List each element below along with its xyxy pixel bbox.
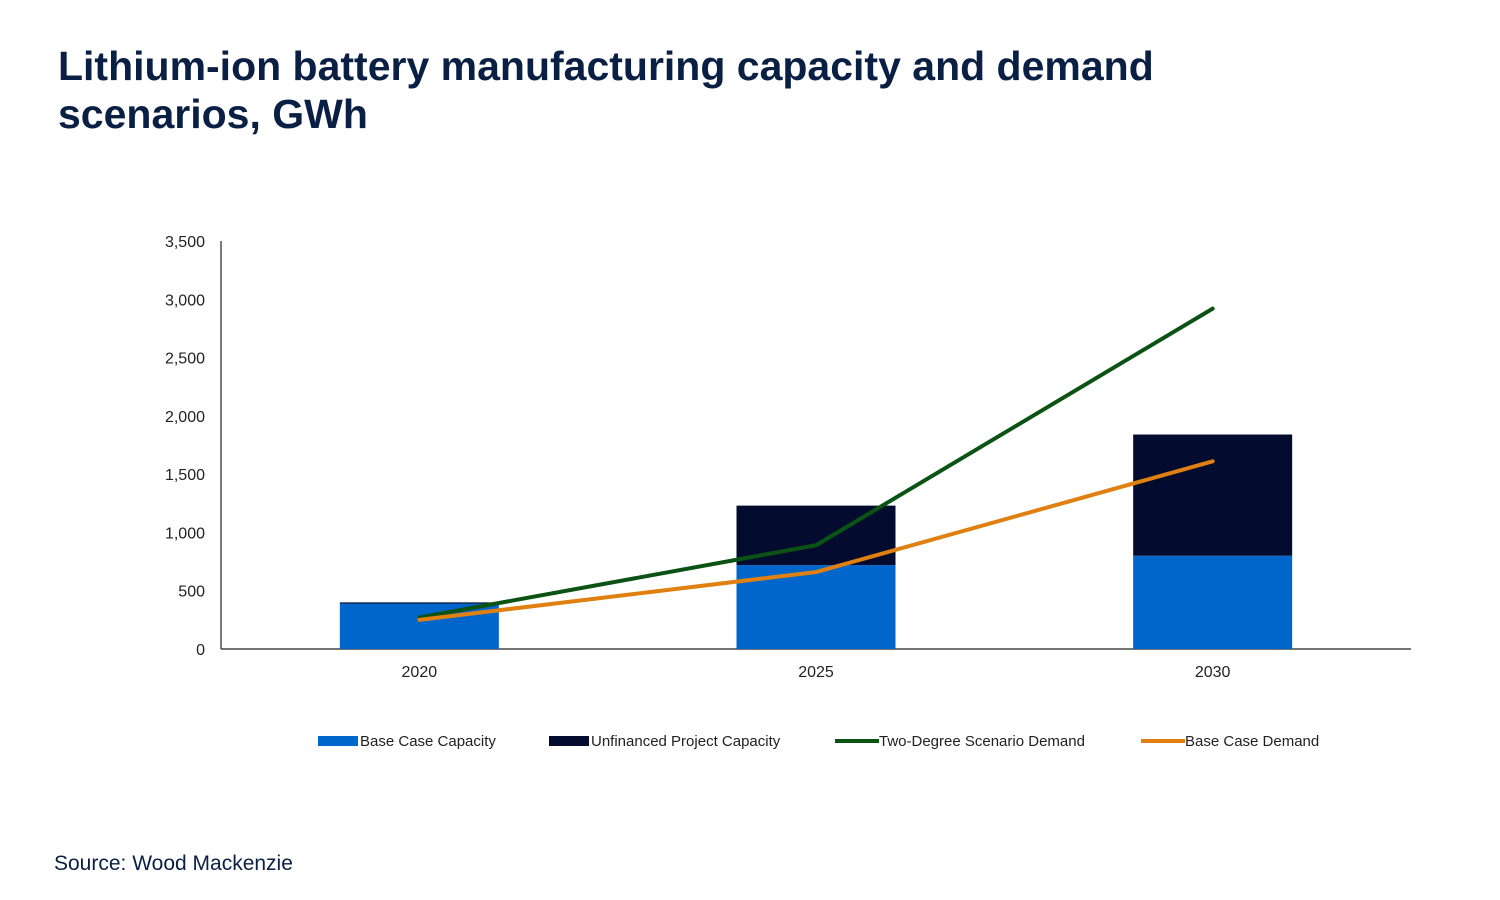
- legend-swatch-two-degree-scenario-demand: [835, 739, 879, 743]
- legend-swatch-base-case-demand: [1141, 739, 1185, 743]
- y-tick-label: 0: [196, 642, 205, 659]
- legend-item-two-degree-scenario-demand: Two-Degree Scenario Demand: [835, 728, 1085, 754]
- y-tick-label: 500: [178, 584, 205, 601]
- legend-label-unfinanced-project-capacity: Unfinanced Project Capacity: [591, 732, 781, 750]
- legend-item-base-case-demand: Base Case Demand: [1141, 728, 1319, 754]
- x-tick-label: 2020: [402, 664, 438, 681]
- x-tick-label: 2025: [798, 664, 834, 681]
- legend-label-base-case-demand: Base Case Demand: [1185, 732, 1320, 750]
- line-two-degree-scenario-demand: [417, 306, 1215, 620]
- y-tick-label: 2,000: [165, 409, 205, 426]
- bar-base-case-capacity: [1133, 555, 1293, 649]
- line-base-case-demand: [417, 459, 1215, 622]
- bar-unfinanced-project-capacity: [1133, 434, 1293, 556]
- legend-item-unfinanced-project-capacity: Unfinanced Project Capacity: [549, 728, 780, 754]
- y-tick-label: 2,500: [165, 351, 205, 368]
- legend-swatch-base-case-capacity: [318, 736, 358, 746]
- legend-swatch-unfinanced-project-capacity: [549, 736, 589, 746]
- chart-title: Lithium-ion battery manufacturing capaci…: [58, 43, 1154, 137]
- chart-bars: [339, 434, 1293, 649]
- legend-item-base-case-capacity: Base Case Capacity: [318, 728, 496, 754]
- bar-unfinanced-project-capacity: [339, 602, 499, 604]
- x-tick-label: 2030: [1195, 664, 1231, 681]
- legend-label-base-case-capacity: Base Case Capacity: [360, 732, 496, 750]
- bar-base-case-capacity: [339, 603, 499, 649]
- y-tick-label: 1,500: [165, 467, 205, 484]
- y-tick-label: 3,500: [165, 234, 205, 251]
- y-tick-label: 3,000: [165, 292, 205, 309]
- legend-label-two-degree-scenario-demand: Two-Degree Scenario Demand: [879, 732, 1085, 750]
- y-tick-label: 1,000: [165, 525, 205, 542]
- source-note: Source: Wood Mackenzie: [54, 852, 293, 875]
- chart-lines: [417, 306, 1215, 622]
- chart-legend: Base Case Capacity Unfinanced Project Ca…: [0, 728, 1500, 754]
- chart-tick-labels: 0 500 1,000 1,500 2,000 2,500 3,000 3,500 2020 20…: [165, 234, 1231, 681]
